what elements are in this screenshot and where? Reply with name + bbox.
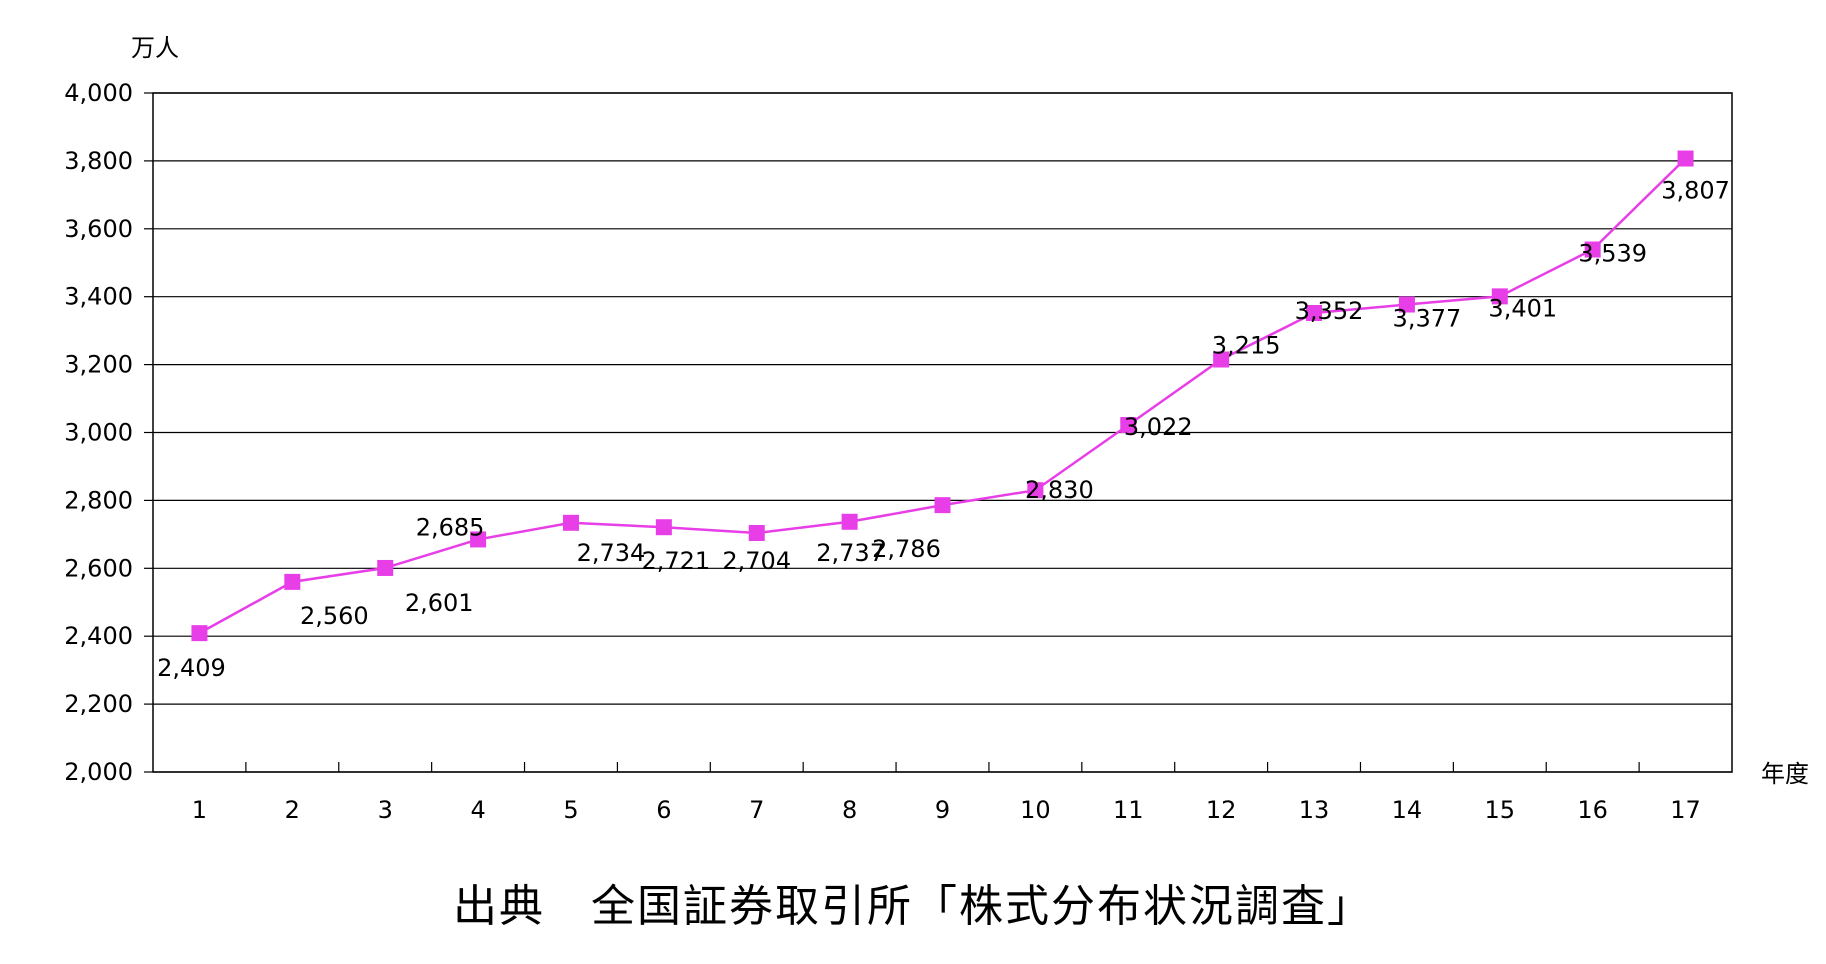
data-label: 3,022 xyxy=(1124,413,1193,441)
data-point-marker xyxy=(191,625,208,642)
data-point-marker xyxy=(562,514,579,531)
data-label: 2,409 xyxy=(157,654,226,682)
x-tick-label: 6 xyxy=(656,796,671,824)
y-tick-label: 3,600 xyxy=(64,215,133,243)
x-unit-label: 年度 xyxy=(1761,760,1809,788)
data-label: 2,737 xyxy=(816,539,885,567)
x-tick-label: 13 xyxy=(1299,796,1330,824)
grid xyxy=(153,92,1732,773)
data-label: 3,377 xyxy=(1393,305,1462,333)
y-tick-label: 2,000 xyxy=(64,758,133,786)
data-point-marker xyxy=(1491,288,1508,305)
data-point-marker xyxy=(1677,150,1694,167)
data-point-marker xyxy=(748,524,765,541)
x-tick-label: 7 xyxy=(749,796,764,824)
data-point-marker xyxy=(284,573,301,590)
data-point-marker xyxy=(1213,351,1230,368)
data-point-marker xyxy=(377,559,394,576)
y-tick-label: 3,000 xyxy=(64,419,133,447)
data-label: 2,830 xyxy=(1025,476,1094,504)
x-tick-label: 4 xyxy=(470,796,485,824)
data-point-marker xyxy=(841,513,858,530)
y-tick-label: 2,200 xyxy=(64,690,133,718)
data-label: 2,601 xyxy=(405,589,474,617)
data-label: 2,685 xyxy=(416,513,485,541)
y-tick-label: 3,200 xyxy=(64,351,133,379)
data-point-marker xyxy=(1120,417,1137,434)
x-tick-label: 17 xyxy=(1670,796,1701,824)
data-label: 3,352 xyxy=(1295,297,1364,325)
data-point-marker xyxy=(1306,304,1323,321)
x-tick-label: 15 xyxy=(1485,796,1516,824)
data-label: 3,807 xyxy=(1661,177,1730,205)
data-label: 2,560 xyxy=(300,602,369,630)
data-point-marker xyxy=(934,497,951,514)
x-tick-label: 14 xyxy=(1392,796,1423,824)
data-label: 2,786 xyxy=(872,535,941,563)
y-tick-label: 2,400 xyxy=(64,622,133,650)
x-tick-label: 12 xyxy=(1206,796,1237,824)
y-unit-label: 万人 xyxy=(131,34,179,62)
x-tick-label: 1 xyxy=(192,796,207,824)
x-tick-label: 2 xyxy=(285,796,300,824)
x-tick-label: 11 xyxy=(1113,796,1144,824)
y-tick-label: 4,000 xyxy=(64,79,133,107)
y-tick-label: 2,800 xyxy=(64,486,133,514)
data-label: 2,721 xyxy=(641,547,710,575)
data-label: 3,539 xyxy=(1578,240,1647,268)
x-tick-label: 5 xyxy=(563,796,578,824)
x-tick-label: 3 xyxy=(378,796,393,824)
source-note: 出典 全国証券取引所「株式分布状況調査」 xyxy=(453,881,1373,932)
line-chart: 2,000 2,200 2,400 2,600 2,800 3,000 3,200 3,400… xyxy=(64,34,1809,824)
data-label: 3,215 xyxy=(1212,332,1281,360)
chart: 2,000 2,200 2,400 2,600 2,800 3,000 3,200 3,400… xyxy=(64,34,1809,824)
x-tick-label: 9 xyxy=(935,796,950,824)
series-line xyxy=(198,157,1687,635)
y-tick-label: 3,800 xyxy=(64,147,133,175)
x-tick-label: 8 xyxy=(842,796,857,824)
y-tick-label: 3,400 xyxy=(64,283,133,311)
data-point-marker xyxy=(655,519,672,536)
data-point-marker xyxy=(1584,241,1601,258)
data-markers xyxy=(191,150,1694,642)
y-axis: 2,000 2,200 2,400 2,600 2,800 3,000 3,200 3,400… xyxy=(64,79,153,786)
x-axis: 1 2 3 4 5 6 7 8 9 10 11 12 13 14 15 16 17 xyxy=(192,762,1701,824)
data-point-marker xyxy=(1398,296,1415,313)
data-point-marker xyxy=(1027,482,1044,499)
data-label: 2,704 xyxy=(722,547,791,575)
data-label: 3,401 xyxy=(1488,294,1557,322)
data-point-marker xyxy=(470,531,487,548)
x-tick-label: 16 xyxy=(1577,796,1608,824)
data-label: 2,734 xyxy=(577,539,646,567)
y-tick-label: 2,600 xyxy=(64,554,133,582)
x-tick-label: 10 xyxy=(1020,796,1051,824)
